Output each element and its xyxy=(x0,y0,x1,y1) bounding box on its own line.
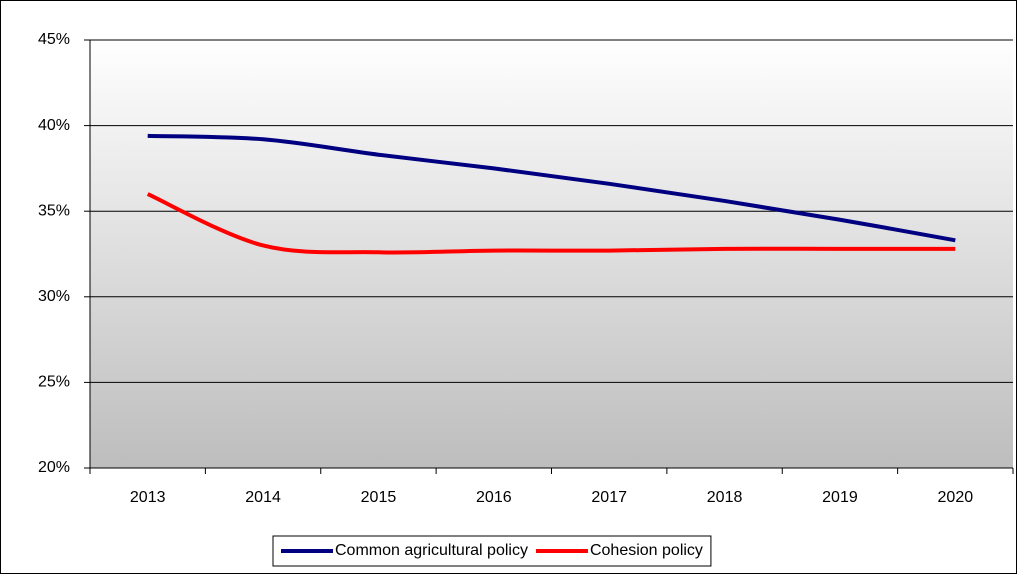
series-line xyxy=(147,133,956,243)
x-tick-label: 2019 xyxy=(822,489,858,506)
x-tick-label: 2015 xyxy=(361,489,397,506)
y-tick-label: 25% xyxy=(38,374,70,391)
legend-label: Common agricultural policy xyxy=(335,542,528,559)
x-tick-label: 2016 xyxy=(476,489,512,506)
legend-box xyxy=(272,535,712,567)
x-tick-label: 2014 xyxy=(245,489,281,506)
y-tick-label: 45% xyxy=(38,31,70,48)
y-tick-label: 30% xyxy=(38,288,70,305)
series-line xyxy=(146,192,956,255)
plot-area xyxy=(90,40,1013,468)
x-tick-label: 2017 xyxy=(591,489,627,506)
y-tick-label: 20% xyxy=(38,459,70,476)
y-tick-label: 35% xyxy=(38,202,70,219)
x-tick-label: 2020 xyxy=(938,489,974,506)
legend-label: Cohesion policy xyxy=(590,542,703,559)
x-tick-label: 2013 xyxy=(130,489,166,506)
x-tick-label: 2018 xyxy=(707,489,743,506)
y-tick-label: 40% xyxy=(38,117,70,134)
